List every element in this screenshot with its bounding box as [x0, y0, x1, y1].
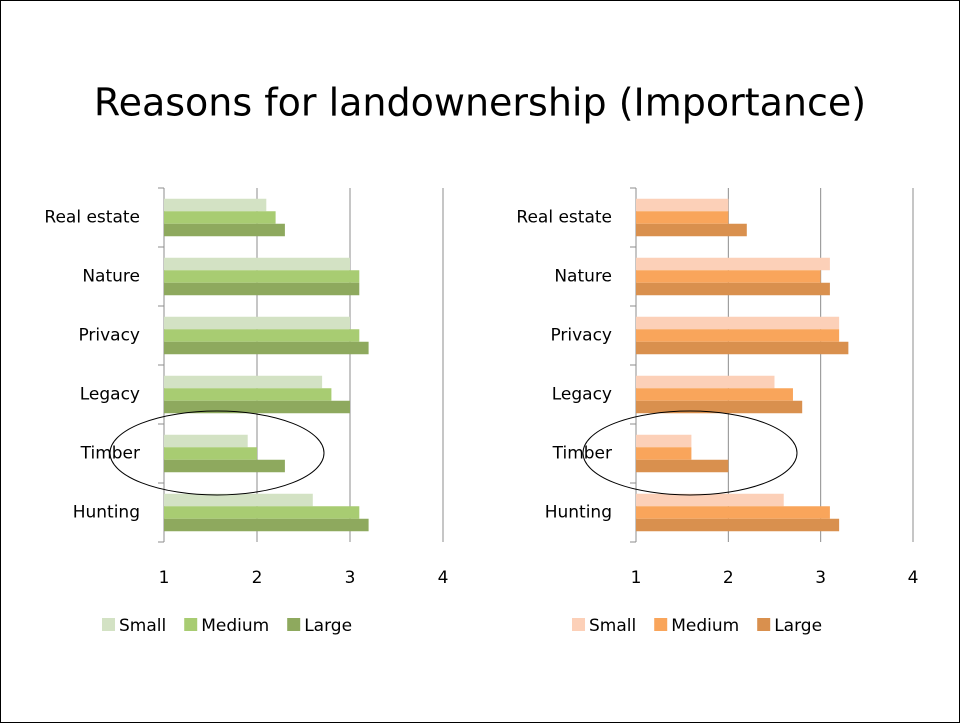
legend-swatch	[757, 618, 771, 631]
x-tick-label: 3	[345, 568, 356, 588]
bar	[164, 282, 360, 296]
bar	[164, 329, 360, 342]
x-tick-label: 4	[438, 568, 449, 588]
bar	[164, 493, 313, 507]
y-tick-label: Legacy	[80, 385, 140, 405]
bar	[636, 257, 830, 271]
bar	[636, 341, 849, 355]
x-tick-label: 1	[159, 568, 170, 588]
y-tick-label: Timber	[552, 444, 612, 464]
legend-swatch	[102, 618, 115, 631]
bar	[636, 493, 784, 507]
bar	[636, 270, 821, 283]
bar	[636, 198, 729, 212]
y-tick-label: Nature	[82, 267, 140, 287]
legend-swatch	[184, 618, 198, 631]
bar	[164, 375, 323, 389]
highlight-ellipse	[582, 410, 798, 496]
bar	[636, 375, 775, 389]
bar	[636, 459, 729, 473]
highlight-ellipse	[109, 410, 325, 496]
x-tick-label: 4	[908, 568, 919, 588]
y-tick-label: Hunting	[73, 503, 140, 523]
bar	[636, 518, 840, 532]
bar	[636, 329, 840, 342]
legend-swatch	[287, 618, 301, 631]
bar	[636, 316, 840, 330]
bar	[636, 388, 793, 401]
y-tick-label: Real estate	[44, 208, 140, 228]
bar	[636, 434, 692, 448]
bar	[164, 270, 360, 283]
bar	[636, 506, 830, 519]
x-tick-label: 3	[815, 568, 826, 588]
y-tick-label: Legacy	[552, 385, 612, 405]
charts: 1 2 3 4 Real estate Nature Privacy Legacy Timber…	[44, 187, 919, 636]
bar	[636, 223, 747, 237]
bar	[164, 388, 332, 401]
y-tick-label: Real estate	[516, 208, 612, 228]
bar	[164, 518, 369, 532]
bar	[636, 282, 830, 296]
x-tick-label: 2	[252, 568, 263, 588]
bar	[164, 506, 360, 519]
bar	[164, 316, 350, 330]
legend-label: Small	[119, 616, 166, 636]
bar	[164, 257, 350, 271]
bar	[164, 459, 285, 473]
x-tick-label: 2	[723, 568, 734, 588]
bar	[164, 341, 369, 355]
y-tick-label: Privacy	[78, 326, 140, 346]
y-tick-label: Hunting	[545, 503, 612, 523]
legend-swatch	[654, 618, 668, 631]
legend-label: Medium	[671, 616, 739, 636]
legend-label: Medium	[201, 616, 269, 636]
bar	[164, 400, 350, 414]
legend-label: Large	[774, 616, 822, 636]
bar	[164, 434, 248, 448]
bar	[164, 447, 257, 460]
bar	[636, 211, 729, 224]
x-tick-label: 1	[631, 568, 642, 588]
legend-swatch	[572, 618, 585, 631]
y-tick-label: Nature	[554, 267, 612, 287]
bar	[164, 211, 276, 224]
bar	[636, 447, 692, 460]
legend-label: Large	[304, 616, 352, 636]
bar	[164, 198, 267, 212]
slide-title: Reasons for landownership (Importance)	[94, 81, 866, 125]
y-tick-label: Privacy	[550, 326, 612, 346]
bar	[164, 223, 285, 237]
bar	[636, 400, 803, 414]
legend-label: Small	[589, 616, 636, 636]
